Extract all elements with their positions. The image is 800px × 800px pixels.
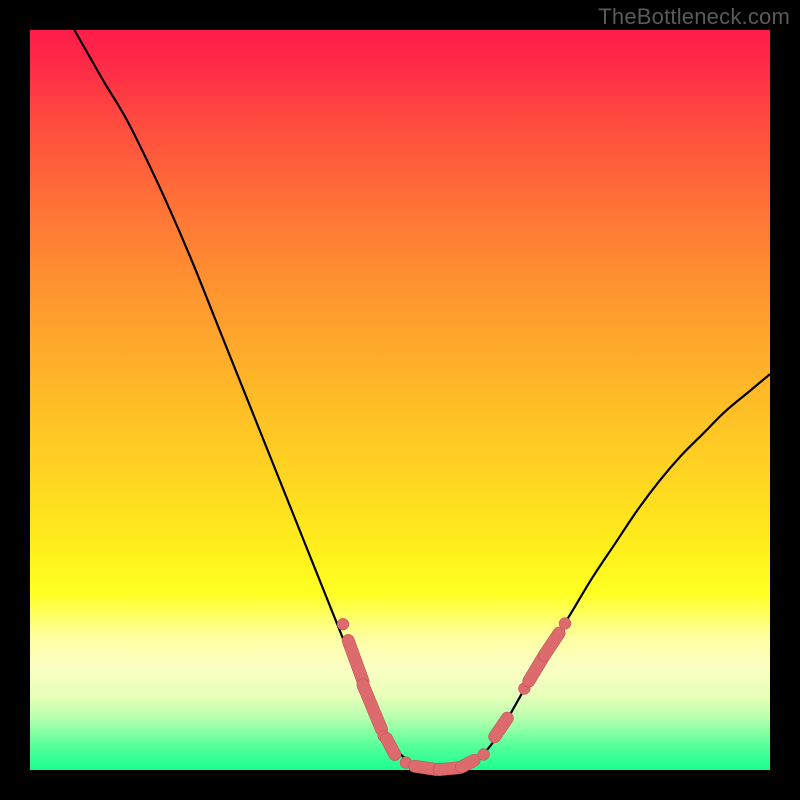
data-marker-pill xyxy=(461,760,474,767)
data-marker-dot xyxy=(337,618,349,630)
data-marker-pill xyxy=(387,739,395,755)
bottleneck-chart xyxy=(0,0,800,800)
watermark-text: TheBottleneck.com xyxy=(598,4,790,30)
data-marker-dot xyxy=(559,618,571,630)
data-marker-dot xyxy=(478,749,490,761)
heat-gradient-background xyxy=(30,30,770,770)
